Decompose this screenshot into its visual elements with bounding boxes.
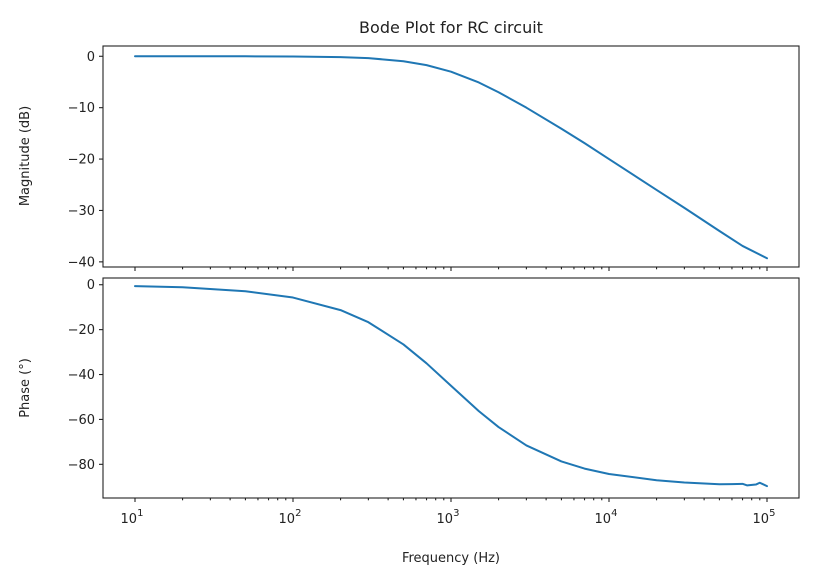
phase-y-tick-label: 0 bbox=[87, 278, 95, 293]
phase-series-line bbox=[134, 285, 768, 488]
chart-title: Bode Plot for RC circuit bbox=[359, 18, 543, 37]
x-tick-exponent: 4 bbox=[611, 508, 617, 519]
phase-y-tick-label: −80 bbox=[68, 458, 95, 473]
phase-axes-frame bbox=[102, 277, 800, 499]
x-tick-label: 103 bbox=[437, 508, 460, 527]
x-tick-label: 102 bbox=[279, 508, 302, 527]
phase-y-tick-label: −20 bbox=[68, 323, 95, 338]
magnitude-y-tick-label: −30 bbox=[68, 204, 95, 219]
phase-y-tick-label: −60 bbox=[68, 413, 95, 428]
phase-y-ticks: 0 −20 −40 −60 −80 bbox=[68, 278, 103, 473]
phase-ylabel: Phase (°) bbox=[18, 358, 33, 418]
phase-panel: Phase (°) 0 −20 −40 −60 −80 101 102 103 104 105 bbox=[18, 277, 800, 527]
x-tick-exponent: 3 bbox=[453, 508, 459, 519]
x-tick-label: 101 bbox=[121, 508, 144, 527]
magnitude-axes-frame bbox=[102, 45, 800, 268]
magnitude-y-tick-label: −10 bbox=[68, 101, 95, 116]
x-tick-label: 105 bbox=[753, 508, 776, 527]
magnitude-x-ticks bbox=[134, 267, 768, 271]
magnitude-panel: Magnitude (dB) 0 −10 −20 −30 −40 bbox=[18, 45, 800, 271]
x-tick-exponent: 1 bbox=[137, 508, 143, 519]
magnitude-y-tick-label: −40 bbox=[68, 255, 95, 270]
magnitude-y-tick-label: 0 bbox=[87, 50, 95, 65]
magnitude-y-tick-label: −20 bbox=[68, 153, 95, 168]
x-axis-label: Frequency (Hz) bbox=[402, 551, 500, 566]
phase-y-tick-label: −40 bbox=[68, 368, 95, 383]
x-tick-label: 104 bbox=[595, 508, 618, 527]
x-tick-exponent: 5 bbox=[769, 508, 775, 519]
phase-x-ticks: 101 102 103 104 105 bbox=[121, 498, 776, 527]
x-tick-exponent: 2 bbox=[295, 508, 301, 519]
magnitude-y-ticks: 0 −10 −20 −30 −40 bbox=[68, 50, 103, 270]
magnitude-ylabel: Magnitude (dB) bbox=[18, 106, 33, 206]
magnitude-series-line bbox=[134, 55, 768, 260]
